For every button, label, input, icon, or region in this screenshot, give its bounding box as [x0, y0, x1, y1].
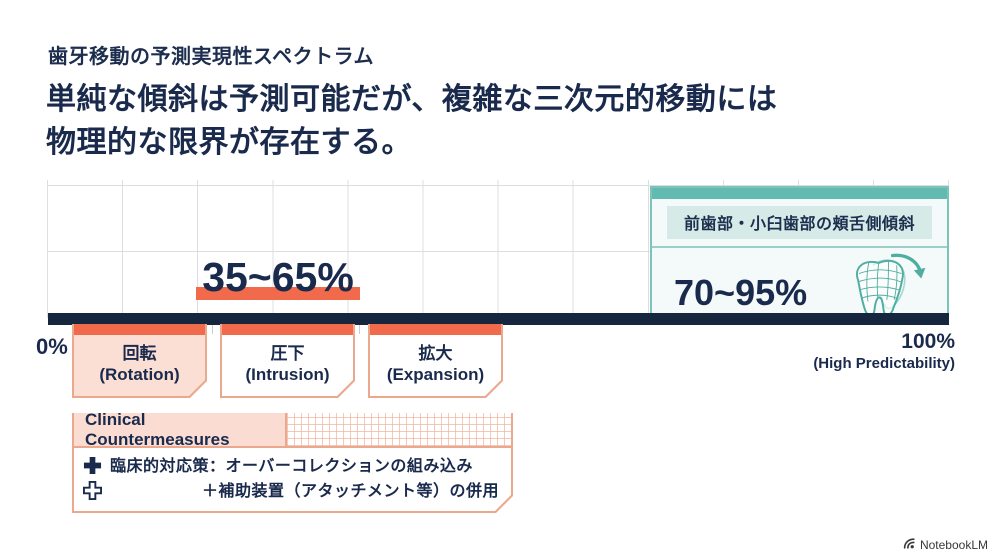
tooth-tipping-icon [845, 252, 927, 333]
gridline-horizontal [47, 251, 948, 252]
movement-jp-label: 拡大 [418, 343, 453, 363]
callout-accent-bar [652, 188, 947, 199]
countermeasures-header: Clinical Countermeasures [74, 413, 287, 446]
axis-max-label: 100% (High Predictability) [813, 330, 955, 372]
axis-max-sublabel: (High Predictability) [813, 355, 955, 372]
box-accent-bar [74, 324, 205, 335]
grid-pattern-decoration [287, 413, 511, 446]
notebooklm-icon [903, 537, 916, 553]
kicker-title: 歯牙移動の予測実現性スペクトラム [48, 46, 374, 68]
plus-outline-icon [83, 481, 105, 505]
movement-jp-label: 回転 [122, 343, 157, 363]
movement-box-intrusion: 圧下 (Intrusion) [220, 324, 355, 398]
main-title-line1: 単純な傾斜は予測可能だが、複雑な三次元的移動には [46, 83, 778, 116]
movement-box-rotation: 回転 (Rotation) [72, 324, 207, 398]
box-accent-bar [370, 324, 501, 335]
axis-max-value: 100% [901, 330, 955, 353]
main-title: 単純な傾斜は予測可能だが、複雑な三次元的移動には 物理的な限界が存在する。 [46, 78, 777, 164]
range-highlight-bar [196, 287, 360, 300]
box-accent-bar [222, 324, 353, 335]
axis-tick [212, 325, 213, 334]
movement-box-expansion: 拡大 (Expansion) [368, 324, 503, 398]
high-zone-range-value: 70~95% [674, 271, 808, 313]
callout-body: 70~95% [652, 248, 947, 333]
high-zone-callout: 前歯部・小臼歯部の頬舌側傾斜 70~95% [650, 186, 949, 317]
main-title-line2: 物理的な限界が存在する。 [46, 126, 412, 159]
movement-jp-label: 圧下 [270, 343, 305, 363]
low-zone-range: 35~65% [192, 254, 364, 301]
brand-footer: NotebookLM [903, 537, 988, 553]
movement-en-label: (Rotation) [99, 364, 180, 384]
axis-tick [359, 325, 360, 334]
callout-header-wrap: 前歯部・小臼歯部の頬舌側傾斜 [652, 199, 947, 248]
movement-en-label: (Intrusion) [245, 364, 330, 384]
countermeasure-line1: 臨床的対応策：オーバーコレクションの組み込み [110, 458, 473, 475]
movement-en-label: (Expansion) [386, 364, 485, 384]
gridline-horizontal [47, 185, 948, 186]
countermeasures-box: Clinical Countermeasures 臨床的対応策：オーバーコレクシ… [72, 413, 513, 513]
brand-name: NotebookLM [919, 538, 988, 552]
low-zone-range-value: 35~65% [202, 254, 354, 300]
countermeasure-line2: ＋補助装置（アタッチメント等）の併用 [202, 483, 500, 500]
plus-filled-icon [83, 456, 105, 480]
callout-header: 前歯部・小臼歯部の頬舌側傾斜 [667, 206, 932, 239]
axis-min-label: 0% [36, 334, 68, 359]
axis-bar [48, 313, 949, 325]
